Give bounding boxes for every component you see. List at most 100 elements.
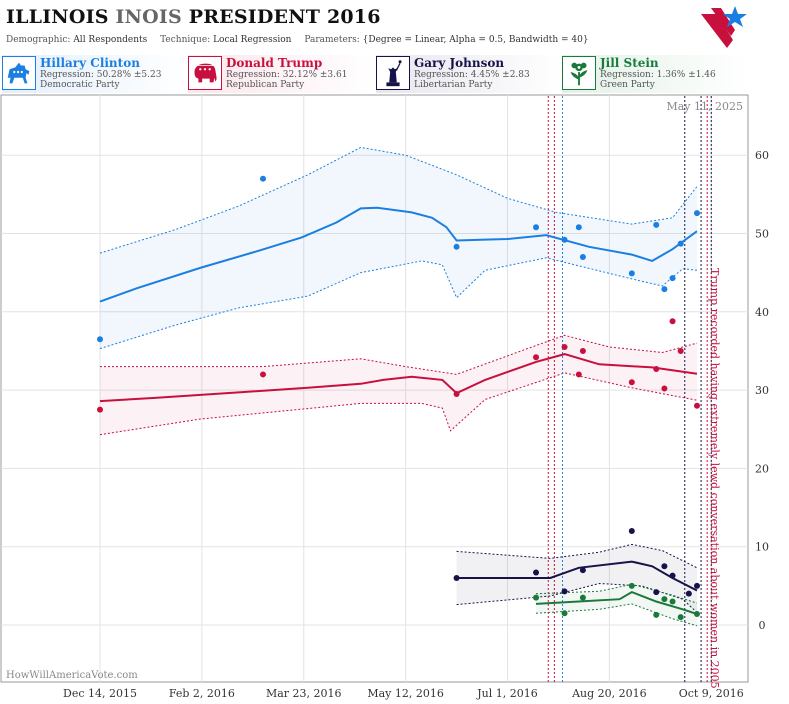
band-upper xyxy=(100,334,698,375)
poll-point xyxy=(453,391,460,398)
confidence-band xyxy=(456,544,697,613)
page-title: ILLINOIS INOIS PRESIDENT 2016 xyxy=(6,6,381,28)
legend-item-trump: Donald Trump Regression: 32.12% ±3.61 Re… xyxy=(188,55,374,93)
plot-frame xyxy=(0,94,749,683)
poll-point xyxy=(628,582,635,589)
demographic-value: All Respondents xyxy=(73,35,148,45)
poll-point xyxy=(561,588,568,595)
watermark: HowWillAmericaVote.com xyxy=(6,670,138,681)
poll-point xyxy=(97,406,103,413)
candidate-name: Donald Trump xyxy=(226,56,323,70)
liberty-statue-icon xyxy=(376,56,410,90)
annotation-text: Trump recorded having extremely lewd con… xyxy=(708,268,721,689)
poll-point xyxy=(628,528,635,535)
poll-point xyxy=(669,275,676,282)
candidate-regression: Regression: 50.28% ±5.23 xyxy=(40,70,162,80)
band-upper xyxy=(456,543,698,569)
parameters-value: {Degree = Linear, Alpha = 0.5, Bandwidth… xyxy=(362,35,589,45)
poll-point xyxy=(453,243,460,250)
x-tick-label: Feb 2, 2016 xyxy=(169,687,235,700)
poll-point xyxy=(653,611,660,618)
poll-point xyxy=(628,379,635,386)
legend-item-clinton: Hillary Clinton Regression: 50.28% ±5.23… xyxy=(2,55,188,93)
poll-point xyxy=(260,175,267,182)
poll-point xyxy=(653,365,660,372)
poll-point xyxy=(694,210,700,217)
poll-point xyxy=(579,253,586,260)
chart-header: ILLINOIS INOIS PRESIDENT 2016 Demographi… xyxy=(0,0,789,54)
poll-point xyxy=(628,270,635,277)
poll-point xyxy=(561,344,568,351)
trend-line xyxy=(99,353,698,403)
candidate-party: Democratic Party xyxy=(40,80,120,90)
confidence-band xyxy=(100,335,697,435)
poll-point xyxy=(677,347,684,354)
poll-point xyxy=(694,582,700,589)
candidate-regression: Regression: 4.45% ±2.83 xyxy=(414,70,530,80)
poll-point xyxy=(694,402,700,409)
poll-point xyxy=(653,221,660,228)
poll-point xyxy=(579,567,586,574)
y-tick-label: 20 xyxy=(755,462,769,475)
y-tick-label: 40 xyxy=(755,306,769,319)
poll-point xyxy=(661,385,668,392)
elephant-icon xyxy=(188,56,222,90)
poll-point xyxy=(579,347,586,354)
poll-point xyxy=(579,594,586,601)
confidence-band xyxy=(100,147,697,349)
poll-point xyxy=(653,589,660,596)
poll-point xyxy=(533,569,540,576)
poll-point xyxy=(677,614,684,621)
candidate-name: Gary Johnson xyxy=(414,56,505,70)
technique-label: Technique: xyxy=(160,35,211,45)
poll-point xyxy=(677,240,684,247)
band-lower xyxy=(535,603,698,627)
x-axis: Dec 14, 2015 Feb 2, 2016 Mar 23, 2016 May 1… xyxy=(63,687,744,700)
poll-point xyxy=(533,594,540,601)
candidate-name: Jill Stein xyxy=(600,56,659,70)
poll-point xyxy=(685,590,692,597)
poll-point xyxy=(453,575,460,582)
title-state-dup: INOIS xyxy=(115,6,182,28)
trend-line xyxy=(456,560,698,592)
poll-point xyxy=(533,354,540,361)
technique-value: Local Regression xyxy=(213,35,292,45)
poll-point xyxy=(669,598,676,605)
date-stamp: May 11, 2025 xyxy=(666,100,743,113)
star-logo-icon xyxy=(701,6,747,48)
trend-lines xyxy=(99,206,698,615)
poll-point xyxy=(533,224,540,231)
poll-point xyxy=(575,371,582,378)
poll-point xyxy=(669,318,676,325)
y-tick-label: 50 xyxy=(755,228,769,241)
poll-points xyxy=(97,175,700,621)
poll-point xyxy=(661,286,668,293)
candidate-party: Libertarian Party xyxy=(414,80,493,90)
y-tick-label: 60 xyxy=(755,149,769,162)
trend-line xyxy=(99,206,698,303)
candidate-party: Green Party xyxy=(600,80,655,90)
poll-point xyxy=(669,572,676,579)
poll-point xyxy=(661,596,668,603)
poll-point xyxy=(260,371,267,378)
x-tick-label: Mar 23, 2016 xyxy=(266,687,342,700)
x-tick-label: May 12, 2016 xyxy=(367,687,444,700)
poll-point xyxy=(561,610,568,617)
title-rest: PRESIDENT 2016 xyxy=(188,6,381,28)
poll-point xyxy=(575,224,582,231)
band-upper xyxy=(99,146,698,254)
poll-point xyxy=(97,336,103,343)
band-lower xyxy=(99,257,698,350)
confidence-bands xyxy=(99,146,698,627)
title-state: ILLINOIS xyxy=(6,6,109,28)
flower-icon xyxy=(562,56,596,90)
x-tick-label: Dec 14, 2015 xyxy=(63,687,137,700)
poll-point xyxy=(561,236,568,243)
x-tick-label: Jul 1, 2016 xyxy=(476,687,538,700)
band-lower xyxy=(99,372,698,436)
donkey-icon xyxy=(2,56,36,90)
candidate-name: Hillary Clinton xyxy=(40,56,140,70)
parameters-label: Parameters: xyxy=(304,35,360,45)
poll-point xyxy=(694,611,700,618)
